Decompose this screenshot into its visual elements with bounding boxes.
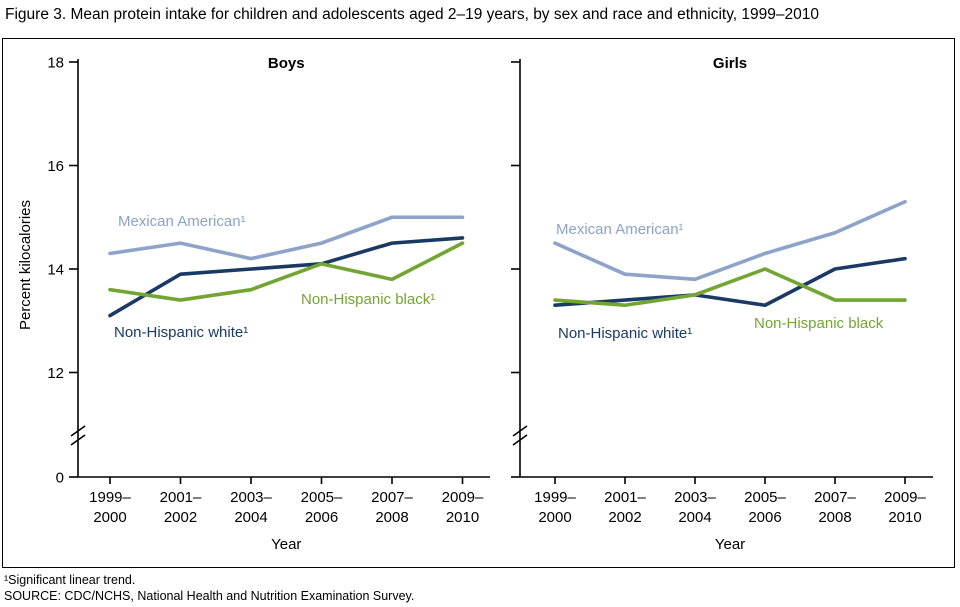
panel-boys: 0 12 14 16 18 1999– 2000 2001– 2002 2003– 2004 2005…: [17, 55, 490, 553]
x-tick-label: 1999– 2000: [89, 489, 131, 526]
series-line-non-hispanic-black: [553, 267, 907, 308]
series-label: Non-Hispanic black: [754, 315, 884, 332]
y-tick-label: 0: [56, 470, 64, 487]
series-label: Non-Hispanic white¹: [114, 324, 248, 341]
x-tick-label: 1999– 2000: [534, 489, 576, 526]
footnote-source: SOURCE: CDC/NCHS, National Health and Nu…: [4, 589, 415, 603]
series-line-non-hispanic-white: [108, 236, 465, 318]
y-tick-label: 16: [47, 158, 64, 175]
x-axis-label: Year: [271, 536, 301, 553]
x-tick-label: 2009– 2010: [442, 489, 484, 526]
y-tick-label: 14: [47, 262, 64, 279]
y-tick-label: 12: [47, 365, 64, 382]
axis-break-mark: [512, 434, 528, 446]
series-line-mexican-american: [108, 215, 465, 261]
panel-title: Boys: [268, 55, 305, 72]
x-tick-label: 2005– 2006: [301, 489, 343, 526]
axis-break-mark: [70, 434, 86, 446]
series-line-non-hispanic-black: [108, 241, 465, 302]
y-tick-label: 18: [47, 55, 64, 72]
series-label: Non-Hispanic white¹: [558, 325, 692, 342]
x-tick-label: 2007– 2008: [371, 489, 413, 526]
x-tick-label: 2003– 2004: [674, 489, 716, 526]
x-tick-label: 2001– 2002: [160, 489, 202, 526]
series-label: Mexican American¹: [118, 213, 246, 230]
footnote-significant-trend: ¹Significant linear trend.: [4, 573, 136, 587]
series-label: Non-Hispanic black¹: [301, 291, 435, 308]
panel-title: Girls: [713, 55, 747, 72]
x-tick-label: 2009– 2010: [884, 489, 926, 526]
y-axis-label: Percent kilocalories: [17, 200, 34, 330]
x-tick-label: 2005– 2006: [744, 489, 786, 526]
series-label: Mexican American¹: [556, 221, 684, 238]
figure-border: [2, 38, 955, 568]
panel-girls: 1999– 2000 2001– 2002 2003– 2004 2005– 2006 2007…: [511, 55, 933, 553]
x-tick-label: 2003– 2004: [230, 489, 272, 526]
x-tick-label: 2001– 2002: [604, 489, 646, 526]
x-tick-label: 2007– 2008: [814, 489, 856, 526]
x-axis-label: Year: [715, 536, 745, 553]
series-line-non-hispanic-white: [553, 256, 907, 308]
series-line-mexican-american: [553, 199, 907, 282]
axis-break-mark: [70, 425, 86, 437]
axis-break-mark: [512, 425, 528, 437]
figure-title: Figure 3. Mean protein intake for childr…: [5, 6, 819, 23]
